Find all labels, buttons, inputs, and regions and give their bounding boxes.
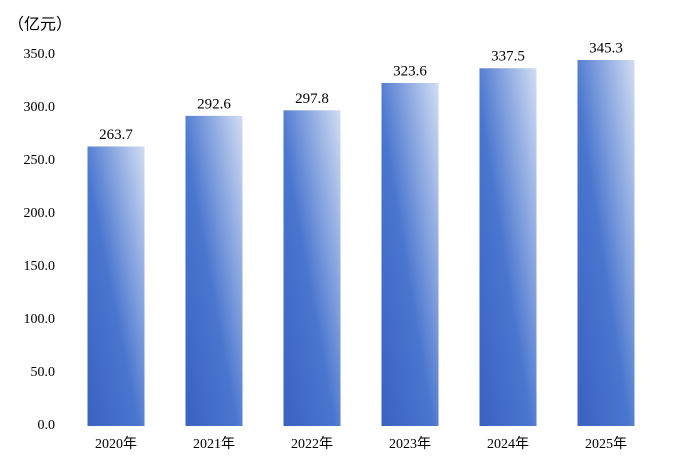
value-label: 323.6 — [393, 63, 427, 79]
value-label: 345.3 — [589, 40, 623, 56]
x-tick-label: 2024年 — [487, 436, 529, 452]
y-tick-label: 50.0 — [31, 365, 56, 380]
y-tick-label: 0.0 — [38, 418, 56, 433]
y-tick-label: 100.0 — [24, 312, 56, 327]
x-tick-label: 2021年 — [193, 436, 235, 452]
bar — [283, 110, 341, 426]
y-tick-label: 250.0 — [24, 153, 56, 168]
value-label: 263.7 — [99, 127, 133, 143]
bar — [381, 82, 439, 426]
x-tick-label: 2025年 — [585, 436, 627, 452]
bar — [577, 59, 635, 427]
value-label: 297.8 — [295, 91, 329, 107]
y-tick-label: 300.0 — [24, 100, 56, 115]
x-tick-label: 2022年 — [291, 436, 333, 452]
y-tick-label: 200.0 — [24, 206, 56, 221]
value-label: 337.5 — [491, 49, 525, 65]
bar — [479, 68, 537, 426]
x-tick-label: 2023年 — [389, 436, 431, 452]
y-tick-label: 150.0 — [24, 259, 56, 274]
value-label: 292.6 — [197, 96, 231, 112]
x-tick-label: 2020年 — [95, 436, 137, 452]
y-axis-label: （亿元） — [8, 16, 72, 34]
bar — [185, 115, 243, 427]
y-tick-label: 350.0 — [24, 47, 56, 62]
bar — [87, 146, 145, 426]
